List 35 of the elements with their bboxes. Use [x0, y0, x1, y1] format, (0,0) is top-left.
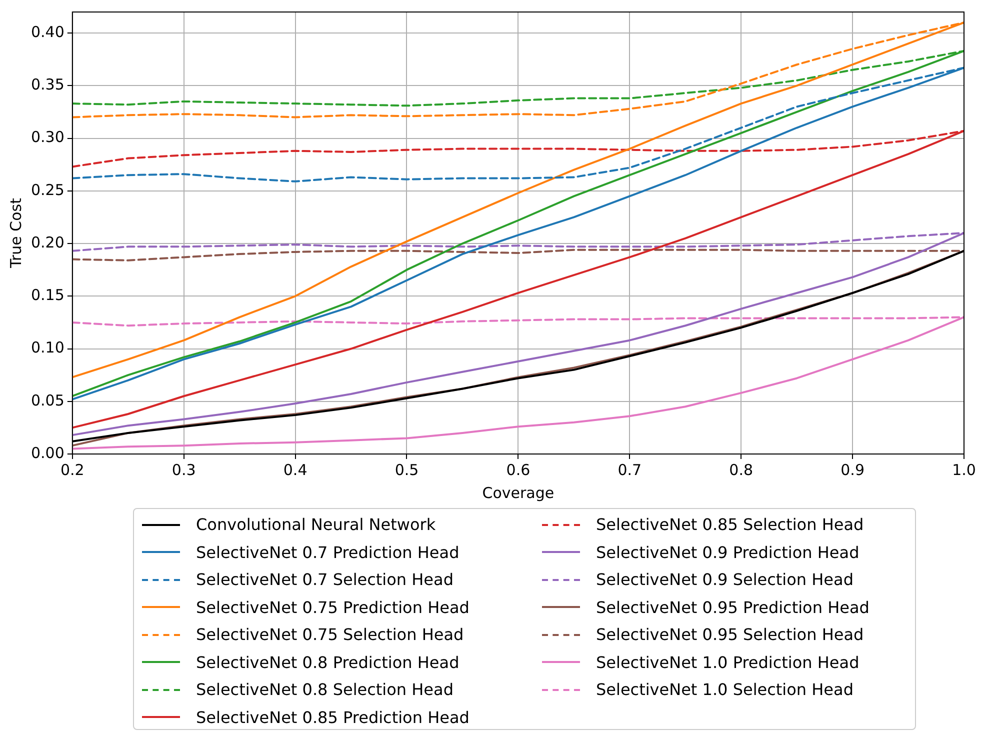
- legend-label: SelectiveNet 0.75 Selection Head: [196, 625, 464, 644]
- legend-label: SelectiveNet 0.75 Prediction Head: [196, 598, 470, 617]
- legend-label: SelectiveNet 0.9 Selection Head: [596, 570, 854, 590]
- legend-label: SelectiveNet 0.85 Selection Head: [596, 515, 864, 534]
- y-tick-label: 0.00: [30, 444, 64, 462]
- x-tick-label: 0.2: [60, 460, 84, 479]
- x-tick-label: 0.7: [618, 460, 642, 479]
- legend-label: SelectiveNet 0.7 Selection Head: [196, 570, 454, 590]
- legend-label: SelectiveNet 0.9 Prediction Head: [596, 542, 860, 562]
- x-tick-label: 0.9: [840, 460, 864, 479]
- y-tick-label: 0.15: [30, 286, 64, 304]
- legend-label: SelectiveNet 0.8 Prediction Head: [196, 652, 460, 672]
- y-tick-label: 0.30: [30, 128, 64, 146]
- x-tick-label: 0.3: [172, 460, 196, 479]
- y-tick-label: 0.10: [30, 338, 64, 357]
- legend-label: SelectiveNet 0.95 Selection Head: [596, 625, 864, 644]
- y-tick-label: 0.40: [30, 22, 64, 41]
- x-tick-label: 0.8: [729, 460, 754, 479]
- legend-label: SelectiveNet 0.95 Prediction Head: [596, 598, 870, 617]
- legend-label: SelectiveNet 1.0 Selection Head: [596, 680, 854, 700]
- y-tick-label: 0.25: [30, 180, 64, 199]
- legend-label: Convolutional Neural Network: [196, 515, 436, 534]
- legend-label: SelectiveNet 1.0 Prediction Head: [596, 652, 860, 672]
- legend-label: SelectiveNet 0.8 Selection Head: [196, 680, 454, 700]
- y-axis-title: True Cost: [6, 198, 25, 269]
- legend-label: SelectiveNet 0.85 Prediction Head: [196, 708, 470, 727]
- y-tick-label: 0.35: [30, 76, 64, 94]
- y-tick-label: 0.05: [30, 391, 64, 410]
- x-tick-label: 0.4: [283, 460, 308, 479]
- x-tick-label: 0.5: [394, 460, 419, 479]
- x-axis-title: Coverage: [482, 484, 554, 502]
- x-tick-label: 1.0: [952, 460, 976, 479]
- y-tick-label: 0.20: [30, 233, 64, 252]
- legend-label: SelectiveNet 0.7 Prediction Head: [196, 542, 460, 562]
- x-tick-label: 0.6: [506, 460, 530, 479]
